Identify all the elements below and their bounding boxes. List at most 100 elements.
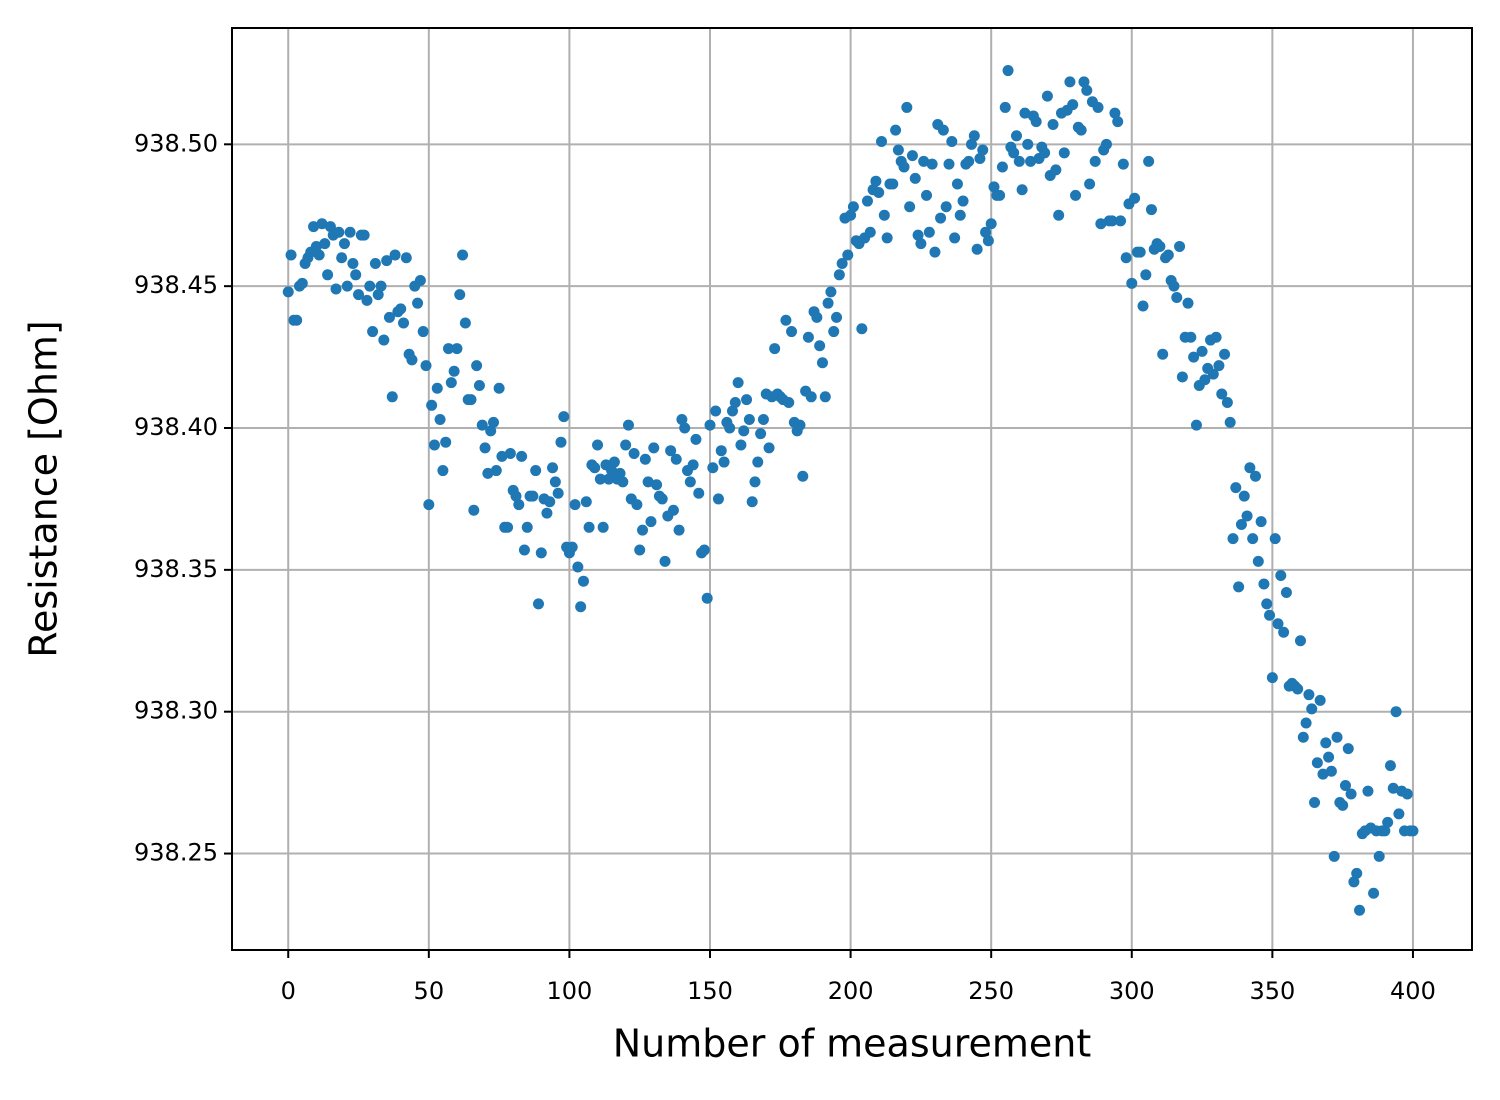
point <box>426 399 438 411</box>
point <box>1221 396 1233 408</box>
point <box>1013 155 1025 167</box>
point <box>769 343 781 355</box>
point <box>608 456 620 468</box>
point <box>381 255 393 267</box>
point <box>347 257 359 269</box>
point <box>887 178 899 190</box>
point <box>898 161 910 173</box>
point <box>372 289 384 301</box>
point <box>847 201 859 213</box>
point <box>485 425 497 437</box>
point <box>1362 785 1374 797</box>
point <box>1039 147 1051 159</box>
point <box>1019 107 1031 119</box>
point <box>614 467 626 479</box>
point <box>504 448 516 460</box>
point <box>569 499 581 511</box>
point <box>1196 345 1208 357</box>
point <box>982 235 994 247</box>
point <box>1176 371 1188 383</box>
point <box>1227 533 1239 545</box>
point <box>1233 581 1245 593</box>
point <box>386 391 398 403</box>
point <box>1342 743 1354 755</box>
point <box>923 226 935 238</box>
point <box>701 592 713 604</box>
point <box>451 343 463 355</box>
point <box>367 326 379 338</box>
point <box>670 453 682 465</box>
point <box>1067 99 1079 111</box>
point <box>1387 782 1399 794</box>
point <box>457 249 469 261</box>
point <box>617 476 629 488</box>
point <box>1272 618 1284 630</box>
point <box>963 155 975 167</box>
point <box>1171 292 1183 304</box>
point <box>530 465 542 477</box>
point <box>1030 116 1042 128</box>
point <box>549 476 561 488</box>
point <box>1053 209 1065 221</box>
plot-frame <box>231 27 1473 951</box>
point <box>1106 215 1118 227</box>
point <box>710 405 722 417</box>
point <box>946 135 958 147</box>
point <box>473 379 485 391</box>
point <box>594 473 606 485</box>
x-tick-label: 50 <box>414 977 445 1005</box>
point <box>1112 116 1124 128</box>
point <box>676 413 688 425</box>
point <box>1199 374 1211 386</box>
point <box>1016 184 1028 196</box>
point <box>592 439 604 451</box>
point <box>873 187 885 199</box>
point <box>901 101 913 113</box>
point <box>1210 331 1222 343</box>
point <box>1010 130 1022 142</box>
point <box>364 280 376 292</box>
point <box>698 544 710 556</box>
x-tick-label: 350 <box>1249 977 1295 1005</box>
point <box>423 499 435 511</box>
point <box>1320 737 1332 749</box>
point <box>395 303 407 315</box>
point <box>459 317 471 329</box>
point <box>816 357 828 369</box>
point <box>1008 147 1020 159</box>
point <box>974 152 986 164</box>
point <box>797 470 809 482</box>
point <box>319 238 331 250</box>
point <box>437 465 449 477</box>
point <box>718 456 730 468</box>
point <box>783 396 795 408</box>
point <box>1117 158 1129 170</box>
point <box>802 331 814 343</box>
point <box>966 138 978 150</box>
point <box>1115 215 1127 227</box>
point <box>552 487 564 499</box>
point <box>746 496 758 508</box>
point <box>443 343 455 355</box>
point <box>659 555 671 567</box>
point <box>1041 90 1053 102</box>
point <box>904 201 916 213</box>
point <box>532 598 544 610</box>
point <box>1120 252 1132 264</box>
point <box>414 274 426 286</box>
point <box>541 507 553 519</box>
point <box>1345 788 1357 800</box>
point <box>490 465 502 477</box>
point <box>912 229 924 241</box>
point <box>1235 518 1247 530</box>
point <box>296 277 308 289</box>
point <box>1303 689 1315 701</box>
point <box>1373 850 1385 862</box>
point <box>1070 189 1082 201</box>
point <box>1238 490 1250 502</box>
point <box>1269 533 1281 545</box>
point <box>1294 635 1306 647</box>
point <box>665 445 677 457</box>
point <box>622 419 634 431</box>
point <box>1331 731 1343 743</box>
